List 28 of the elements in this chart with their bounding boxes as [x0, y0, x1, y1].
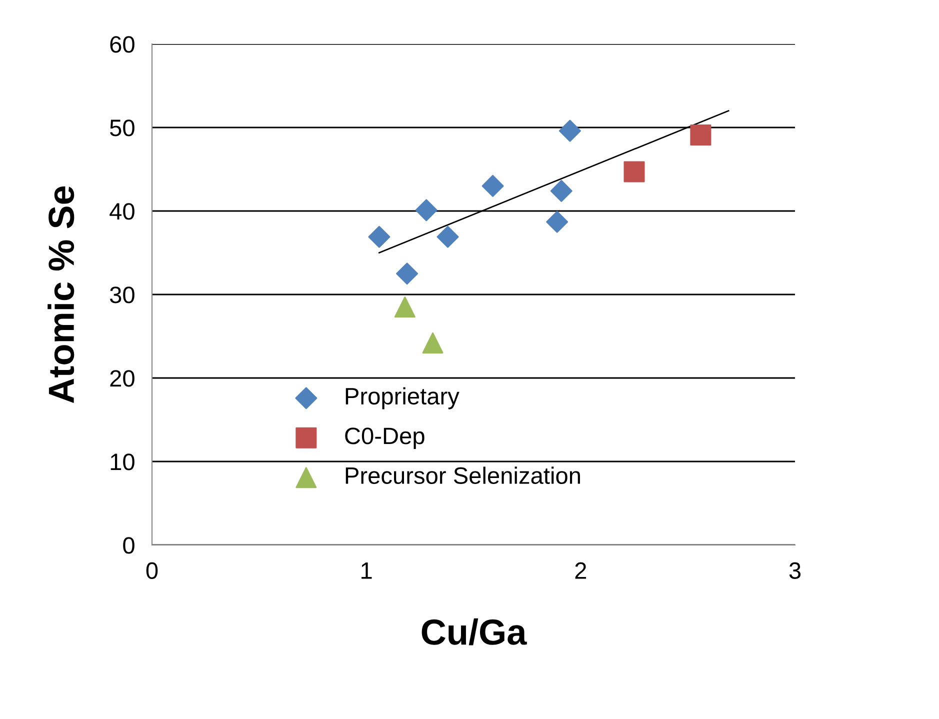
x-tick-label: 0	[146, 562, 158, 580]
point	[436, 226, 459, 248]
point	[422, 332, 444, 354]
y-axis-title: Atomic % Se	[48, 186, 74, 403]
y-tick-label: 50	[110, 120, 134, 136]
point	[396, 262, 418, 285]
y-tick-label: 60	[110, 36, 134, 53]
x-tick-label: 2	[575, 562, 586, 579]
point	[624, 161, 645, 182]
legend-label: C0-Dep	[345, 428, 424, 449]
point	[368, 226, 390, 248]
y-tick-label: 0	[123, 537, 134, 554]
y-tick-label: 30	[110, 286, 134, 304]
point	[558, 120, 581, 142]
y-tick-label: 10	[110, 454, 134, 470]
y-tick-label: 40	[110, 203, 134, 220]
point	[415, 199, 438, 222]
x-tick-label: 1	[362, 562, 372, 579]
point	[482, 174, 504, 197]
point	[690, 124, 712, 146]
point	[394, 296, 416, 318]
legend-label: Precursor Selenization	[346, 466, 580, 484]
x-axis-title: Cu/Ga	[422, 618, 527, 646]
point	[550, 180, 572, 202]
x-tick-label: 3	[789, 562, 801, 580]
y-tick-label: 20	[110, 370, 134, 387]
legend-label: Proprietary	[346, 387, 460, 410]
point	[546, 210, 568, 233]
